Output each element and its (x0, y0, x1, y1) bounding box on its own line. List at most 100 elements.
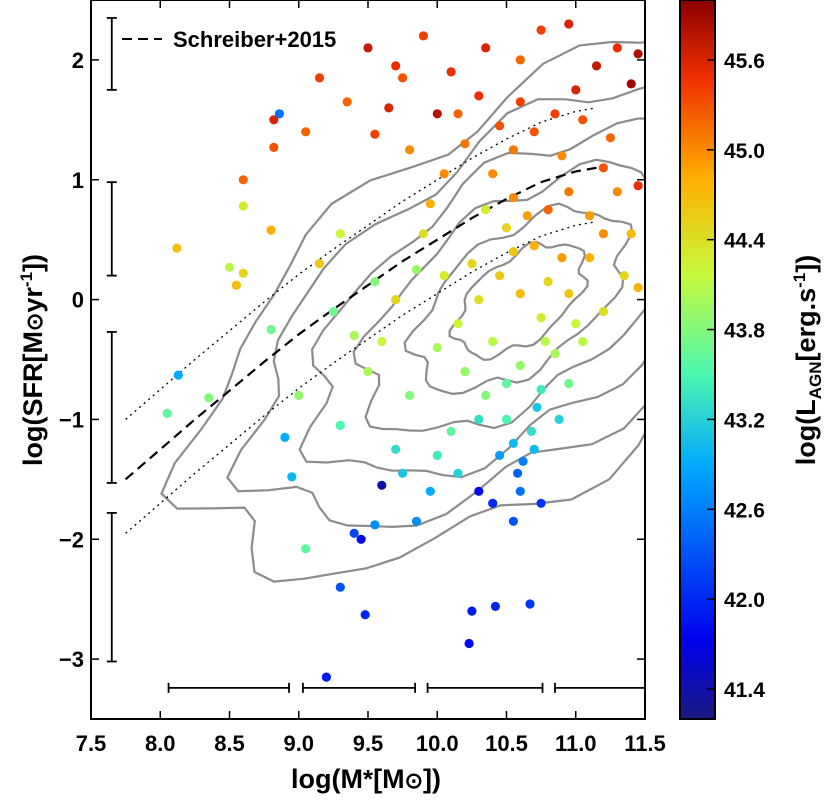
data-point (557, 253, 567, 263)
data-point (172, 243, 182, 253)
data-point (425, 486, 435, 496)
data-point (453, 319, 463, 329)
y-tick-label: 1 (72, 168, 84, 193)
data-point (356, 534, 366, 544)
colorbar-tick-label: 44.4 (724, 230, 765, 253)
data-point (287, 472, 297, 482)
data-point (405, 390, 415, 400)
data-point (490, 601, 500, 612)
data-point (266, 324, 276, 335)
data-point (536, 384, 546, 395)
legend: Schreiber+2015 (122, 27, 336, 52)
data-point (501, 414, 512, 424)
data-point (536, 498, 546, 508)
y-tick-label: −2 (59, 527, 84, 552)
data-point (550, 109, 560, 119)
y-axis-label: log(SFR[M⊙yr-1]) (17, 254, 48, 466)
data-point (335, 420, 345, 430)
data-point (162, 408, 172, 418)
x-tick-label: 10.0 (416, 731, 459, 756)
data-point (612, 187, 622, 197)
data-point (529, 241, 539, 251)
data-point (564, 19, 574, 29)
data-point (398, 73, 408, 83)
data-point (231, 280, 241, 290)
data-point (446, 67, 456, 77)
data-point (518, 456, 528, 466)
data-point (425, 199, 435, 209)
x-tick-label: 11.0 (555, 731, 597, 756)
data-point (335, 582, 345, 592)
data-point (446, 426, 456, 436)
data-point (467, 259, 477, 269)
data-point (418, 31, 428, 41)
data-point (481, 43, 491, 53)
x-tick-label: 7.5 (76, 731, 107, 756)
data-point (508, 193, 518, 203)
data-point (529, 444, 539, 454)
data-point (515, 486, 525, 496)
data-point (349, 330, 359, 341)
data-point (578, 336, 588, 347)
density-contour (298, 117, 645, 479)
data-point (585, 253, 595, 263)
data-point (515, 97, 525, 107)
data-point (571, 85, 581, 95)
data-point (301, 544, 311, 554)
x-axis-label: log(M*[M⊙]) (291, 764, 441, 794)
data-point (474, 295, 484, 305)
data-point (391, 444, 401, 454)
data-point (328, 307, 338, 317)
data-point (432, 342, 442, 353)
data-point (501, 378, 512, 389)
data-point (626, 229, 636, 239)
data-point (173, 370, 183, 380)
data-point (439, 271, 449, 281)
data-point (557, 151, 567, 161)
density-contour (160, 40, 645, 583)
data-point (488, 169, 498, 179)
colorbar-tick-label: 41.4 (724, 679, 765, 702)
schreiber-envelope (125, 107, 597, 420)
data-point (377, 336, 387, 347)
data-point (204, 393, 214, 403)
data-point (481, 205, 491, 215)
data-point (536, 313, 546, 323)
x-tick-label: 8.0 (145, 731, 176, 756)
data-point (529, 127, 539, 137)
data-point (467, 606, 477, 616)
colorbar-tick-label: 43.8 (724, 320, 765, 343)
data-point (453, 109, 463, 119)
data-point (342, 97, 352, 107)
data-point (508, 516, 518, 526)
data-point (571, 319, 581, 329)
data-point (294, 390, 304, 400)
data-point (525, 599, 535, 609)
data-point (370, 520, 380, 530)
data-point (591, 61, 602, 71)
data-point (515, 289, 525, 299)
data-point (314, 73, 325, 83)
data-point (238, 201, 248, 211)
data-point (474, 91, 484, 101)
data-point (481, 390, 491, 400)
data-point (495, 271, 505, 281)
data-point (405, 145, 415, 155)
data-point (474, 486, 484, 496)
data-point (363, 366, 373, 377)
data-point (363, 43, 373, 53)
data-point (598, 229, 609, 239)
data-point (508, 145, 518, 155)
main-sequence-envelope (124, 107, 597, 534)
colorbar-label: log(LAGN[erg.s-1]) (790, 255, 825, 465)
data-point (508, 247, 518, 257)
data-point (536, 25, 546, 35)
data-point (564, 378, 574, 389)
legend-label: Schreiber+2015 (173, 27, 336, 52)
data-point (515, 55, 525, 65)
data-point (474, 414, 484, 424)
data-point (633, 283, 643, 293)
data-point (238, 175, 248, 185)
data-point (391, 295, 401, 305)
